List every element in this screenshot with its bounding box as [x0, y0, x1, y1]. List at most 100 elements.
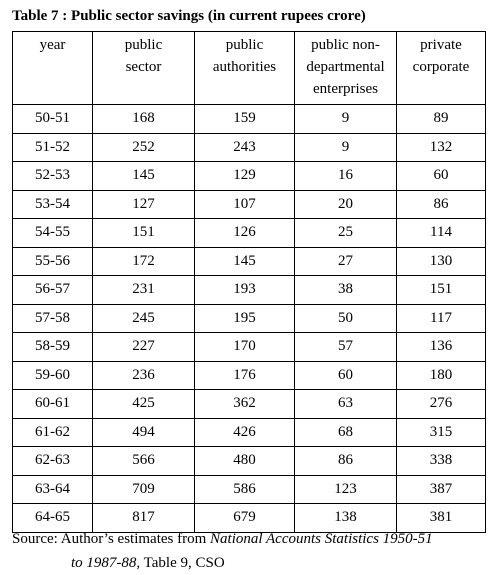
value-cell: 338 [397, 447, 486, 476]
value-cell: 315 [397, 418, 486, 447]
year-cell: 54-55 [13, 219, 93, 248]
year-cell: 63-64 [13, 475, 93, 504]
year-cell: 53-54 [13, 190, 93, 219]
value-cell: 168 [93, 105, 195, 134]
table-row: 56-57 231 193 38 151 [13, 276, 486, 305]
value-cell: 136 [397, 333, 486, 362]
year-cell: 50-51 [13, 105, 93, 134]
value-cell: 20 [295, 190, 397, 219]
value-cell: 176 [195, 361, 295, 390]
value-cell: 145 [93, 162, 195, 191]
year-cell: 58-59 [13, 333, 93, 362]
table-row: 58-59 227 170 57 136 [13, 333, 486, 362]
header-public-non-departmental-enterprises: public non- departmental enterprises [295, 32, 397, 105]
table-row: 61-62 494 426 68 315 [13, 418, 486, 447]
header-public-authorities: public authorities [195, 32, 295, 105]
year-cell: 57-58 [13, 304, 93, 333]
value-cell: 117 [397, 304, 486, 333]
value-cell: 236 [93, 361, 195, 390]
value-cell: 586 [195, 475, 295, 504]
value-cell: 63 [295, 390, 397, 419]
table-row: 54-55 151 126 25 114 [13, 219, 486, 248]
value-cell: 60 [397, 162, 486, 191]
value-cell: 89 [397, 105, 486, 134]
value-cell: 107 [195, 190, 295, 219]
value-cell: 170 [195, 333, 295, 362]
value-cell: 27 [295, 247, 397, 276]
table-row: 63-64 709 586 123 387 [13, 475, 486, 504]
table-row: 59-60 236 176 60 180 [13, 361, 486, 390]
value-cell: 129 [195, 162, 295, 191]
source-note: Source: Author’s estimates from National… [12, 527, 433, 575]
header-line: corporate [397, 56, 485, 78]
header-year: year [13, 32, 93, 105]
value-cell: 126 [195, 219, 295, 248]
value-cell: 231 [93, 276, 195, 305]
header-line: private [397, 34, 485, 56]
value-cell: 60 [295, 361, 397, 390]
year-cell: 55-56 [13, 247, 93, 276]
value-cell: 172 [93, 247, 195, 276]
table-row: 51-52 252 243 9 132 [13, 133, 486, 162]
savings-table: year public sector public authorities pu… [12, 31, 486, 533]
year-cell: 62-63 [13, 447, 93, 476]
year-cell: 59-60 [13, 361, 93, 390]
value-cell: 252 [93, 133, 195, 162]
value-cell: 180 [397, 361, 486, 390]
value-cell: 86 [397, 190, 486, 219]
value-cell: 86 [295, 447, 397, 476]
value-cell: 132 [397, 133, 486, 162]
header-public-sector: public sector [93, 32, 195, 105]
table-row: 62-63 566 480 86 338 [13, 447, 486, 476]
year-cell: 56-57 [13, 276, 93, 305]
year-cell: 60-61 [13, 390, 93, 419]
value-cell: 276 [397, 390, 486, 419]
year-cell: 61-62 [13, 418, 93, 447]
value-cell: 494 [93, 418, 195, 447]
source-line-1: Source: Author’s estimates from National… [12, 527, 433, 551]
table-row: 52-53 145 129 16 60 [13, 162, 486, 191]
header-row: year public sector public authorities pu… [13, 32, 486, 105]
value-cell: 151 [93, 219, 195, 248]
value-cell: 38 [295, 276, 397, 305]
value-cell: 25 [295, 219, 397, 248]
value-cell: 227 [93, 333, 195, 362]
source-suffix: Table 9, CSO [140, 555, 225, 571]
value-cell: 426 [195, 418, 295, 447]
header-line: sector [93, 56, 194, 78]
value-cell: 566 [93, 447, 195, 476]
value-cell: 425 [93, 390, 195, 419]
value-cell: 57 [295, 333, 397, 362]
header-line: departmental [295, 56, 396, 78]
year-cell: 52-53 [13, 162, 93, 191]
header-line: authorities [195, 56, 294, 78]
value-cell: 151 [397, 276, 486, 305]
value-cell: 480 [195, 447, 295, 476]
header-line: public [93, 34, 194, 56]
value-cell: 114 [397, 219, 486, 248]
value-cell: 127 [93, 190, 195, 219]
value-cell: 145 [195, 247, 295, 276]
table-row: 50-51 168 159 9 89 [13, 105, 486, 134]
value-cell: 9 [295, 105, 397, 134]
table-row: 57-58 245 195 50 117 [13, 304, 486, 333]
value-cell: 387 [397, 475, 486, 504]
header-line: enterprises [295, 78, 396, 100]
value-cell: 243 [195, 133, 295, 162]
source-publication-title-cont: to 1987-88, [71, 555, 140, 571]
table-row: 53-54 127 107 20 86 [13, 190, 486, 219]
source-line-2: to 1987-88, Table 9, CSO [12, 551, 433, 575]
year-cell: 51-52 [13, 133, 93, 162]
header-line: public [195, 34, 294, 56]
value-cell: 9 [295, 133, 397, 162]
value-cell: 362 [195, 390, 295, 419]
table-title: Table 7 : Public sector savings (in curr… [12, 8, 366, 25]
value-cell: 16 [295, 162, 397, 191]
value-cell: 193 [195, 276, 295, 305]
header-line: year [13, 34, 92, 56]
source-prefix: Source: Author’s estimates from [12, 531, 210, 547]
header-private-corporate: private corporate [397, 32, 486, 105]
table-row: 55-56 172 145 27 130 [13, 247, 486, 276]
table-body: 50-51 168 159 9 89 51-52 252 243 9 132 52-53 145 129… [13, 105, 486, 533]
value-cell: 245 [93, 304, 195, 333]
